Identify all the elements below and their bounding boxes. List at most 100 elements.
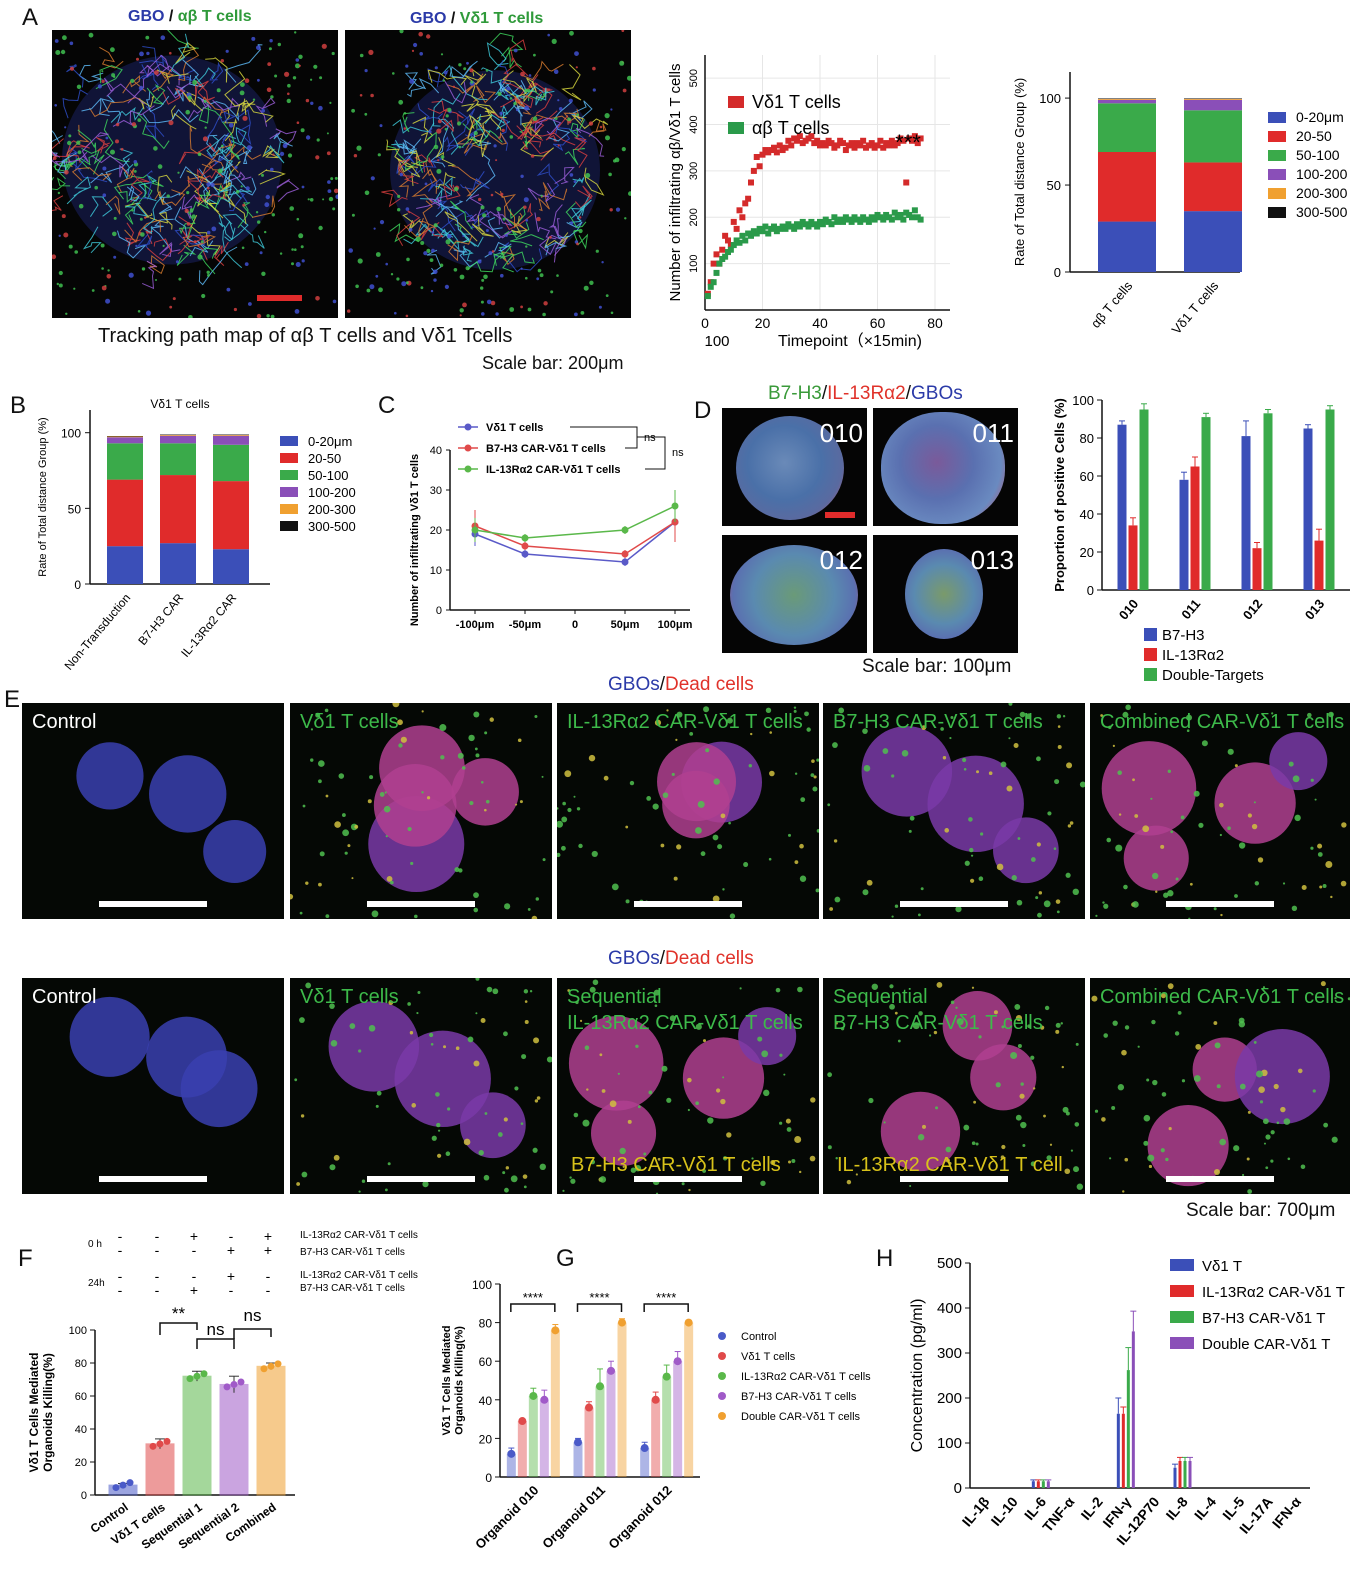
tcell-dot <box>793 709 797 713</box>
track-path <box>81 132 109 163</box>
tcell-dot <box>527 908 531 911</box>
cell-dot <box>305 135 311 140</box>
x-extra-tick-label: 100 <box>704 333 729 350</box>
data-point <box>742 200 749 207</box>
cell-dot <box>481 278 485 282</box>
tcell-dot <box>1239 1083 1246 1090</box>
tcell-dot <box>1062 714 1066 718</box>
cell-dot <box>197 152 202 157</box>
cell-dot <box>528 74 532 77</box>
tcell-dot <box>763 1089 770 1097</box>
tcell-dot <box>397 719 403 726</box>
track-path <box>397 139 416 164</box>
cell-dot <box>76 140 81 145</box>
tcell-dot <box>662 792 669 798</box>
cell-dot <box>423 251 428 256</box>
scale-bar <box>1166 901 1274 907</box>
tcell-dot <box>473 907 479 913</box>
title-separator: / <box>446 10 460 27</box>
bar <box>1314 540 1324 590</box>
tcell-dot <box>750 732 753 736</box>
tcell-dot <box>891 915 894 918</box>
condition-label: Combined CAR-Vδ1 T cells <box>1100 711 1345 733</box>
y-tick-label: 40 <box>430 445 442 457</box>
legend-label: IL-13Rα2 CAR-Vδ1 T cells <box>741 1371 871 1383</box>
tcell-dot <box>1037 912 1042 918</box>
legend-label: 200-300 <box>308 502 356 517</box>
tcell-dot <box>591 850 598 858</box>
tcell-dot <box>812 786 818 792</box>
tcell-dot <box>846 1179 852 1185</box>
cell-dot <box>578 228 583 234</box>
tcell-dot <box>1147 1154 1155 1162</box>
track-path <box>514 85 544 105</box>
tcell-dot <box>1330 895 1333 899</box>
track-path <box>138 46 161 81</box>
cell-dot <box>628 191 631 196</box>
tcell-dot <box>376 1090 382 1096</box>
data-point <box>834 142 841 149</box>
organoid-field <box>1095 704 1347 919</box>
tcell-dot <box>522 1174 528 1179</box>
track-path <box>209 61 224 84</box>
cell-dot <box>261 173 264 177</box>
tcell-dot <box>835 1157 838 1160</box>
tcell-dot <box>834 896 841 903</box>
title-separator: / <box>821 383 828 404</box>
cell-dot <box>327 189 332 194</box>
tcell-dot <box>443 1045 447 1049</box>
cell-dot <box>139 217 143 221</box>
tcell-dot <box>358 1190 361 1193</box>
tcell-dot <box>1124 1157 1129 1162</box>
data-point <box>805 223 812 230</box>
data-point <box>607 1366 615 1375</box>
cell-dot <box>137 310 141 313</box>
tcell-dot <box>1163 892 1169 898</box>
tcell-dot <box>1265 1166 1269 1170</box>
data-point <box>267 1362 275 1370</box>
cell-dot <box>319 76 323 80</box>
track-path <box>513 104 530 126</box>
track-path <box>81 147 105 175</box>
tcell-dot <box>1000 761 1007 768</box>
track-path <box>52 151 88 167</box>
design-sign: - <box>118 1228 123 1244</box>
tcell-dot <box>917 913 921 917</box>
tcell-dot <box>980 832 984 836</box>
tcell-dot <box>1193 1075 1201 1082</box>
data-point <box>814 137 821 144</box>
tcell-dot <box>1160 993 1166 999</box>
cell-dot <box>153 146 158 151</box>
legend-label: Vδ1 T <box>1202 1258 1242 1275</box>
track-path <box>205 57 228 83</box>
cell-dot <box>256 45 261 51</box>
tcell-dot <box>1193 790 1200 797</box>
track-path <box>431 223 454 238</box>
dead-cells-label: Dead cells <box>665 948 754 969</box>
cell-dot <box>211 226 217 232</box>
stacked-bar-segment <box>1098 99 1156 104</box>
cell-dot <box>94 185 98 190</box>
organoid-image-012: 012 <box>722 535 867 653</box>
tcell-dot <box>702 1039 706 1043</box>
tcell-dot <box>1276 1121 1280 1125</box>
track-path <box>212 97 241 111</box>
panel-letter-h: H <box>876 1245 894 1272</box>
cell-dot <box>206 182 211 187</box>
tcell-dot <box>1198 822 1204 828</box>
data-point <box>223 1383 231 1391</box>
cell-dot <box>575 66 578 69</box>
cell-dot <box>416 236 421 242</box>
stacked-bar-segment <box>213 434 249 436</box>
tcell-dot <box>643 1152 647 1156</box>
data-point <box>791 225 798 232</box>
tcell-dot <box>473 1060 480 1067</box>
cell-dot <box>568 98 573 103</box>
tcell-dot <box>533 1037 540 1044</box>
title-separator: / <box>659 948 666 969</box>
tcell-dot <box>1121 1049 1127 1056</box>
track-path <box>95 136 110 154</box>
tcell-dot <box>1067 824 1072 828</box>
track-path <box>427 69 468 86</box>
